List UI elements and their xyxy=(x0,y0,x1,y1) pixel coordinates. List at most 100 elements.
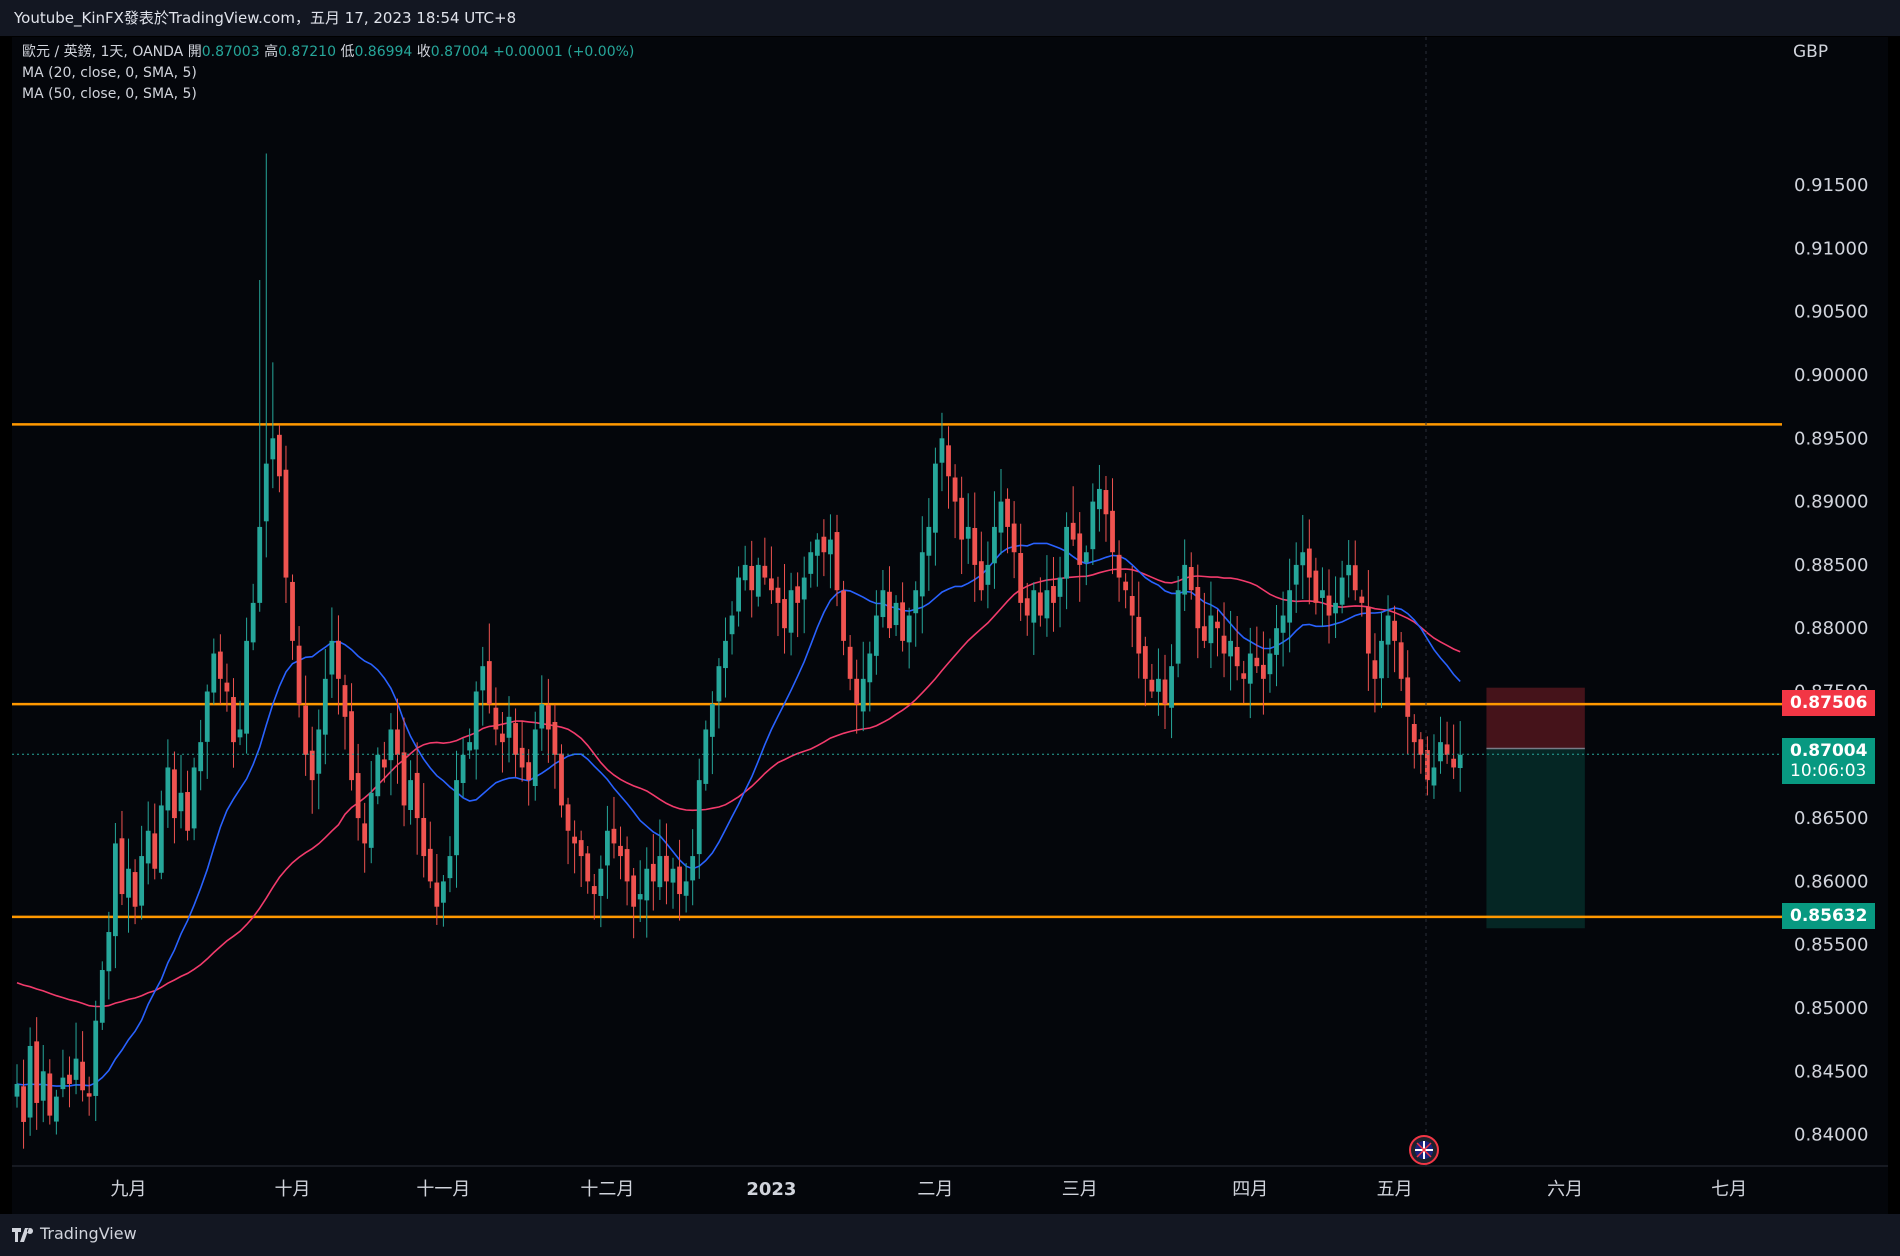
open-value: 0.87003 xyxy=(201,44,260,60)
y-tick-label: 0.90000 xyxy=(1794,365,1868,386)
candle-body xyxy=(329,640,335,675)
candle-body xyxy=(1300,552,1306,566)
legend-ma50[interactable]: MA (50, close, 0, SMA, 5) xyxy=(22,86,197,102)
candle-body xyxy=(605,830,610,866)
candle-body xyxy=(933,463,938,533)
candle-body xyxy=(224,682,230,692)
candle-body xyxy=(1444,744,1450,755)
stop-zone[interactable] xyxy=(1486,687,1585,749)
candle-body xyxy=(1379,640,1384,679)
candle-body xyxy=(375,754,381,797)
candle-body xyxy=(539,704,545,729)
candle-body xyxy=(257,526,263,603)
candles xyxy=(14,153,1463,1149)
y-tick-label: 0.86500 xyxy=(1794,808,1868,829)
candle-body xyxy=(1313,570,1319,603)
x-tick-label: 十一月 xyxy=(416,1179,470,1200)
candle-body xyxy=(47,1073,53,1116)
candle-body xyxy=(867,653,873,683)
candle-body xyxy=(808,552,814,574)
candle-body xyxy=(480,666,486,691)
candle-body xyxy=(585,853,591,882)
candle-body xyxy=(532,729,538,787)
candle-body xyxy=(152,833,158,869)
y-tick-label: 0.90500 xyxy=(1794,302,1868,323)
candle-body xyxy=(1398,642,1404,679)
legend-symbol[interactable]: 歐元 / 英鎊, 1天, OANDA xyxy=(22,44,184,60)
candle-body xyxy=(1457,754,1463,769)
candle-body xyxy=(388,729,394,761)
flag-icon[interactable] xyxy=(1409,1135,1439,1165)
open-label: 開 xyxy=(187,44,202,60)
y-tick-label: 0.91000 xyxy=(1794,238,1868,259)
candle-body xyxy=(755,564,761,597)
candle-body xyxy=(408,780,413,811)
candle-body xyxy=(900,602,905,641)
candle-body xyxy=(165,767,171,811)
candle-body xyxy=(893,602,899,626)
candle-body xyxy=(795,586,801,603)
candle-body xyxy=(801,577,807,600)
candle-body xyxy=(1044,590,1050,619)
candle-body xyxy=(1156,678,1161,692)
time-axis[interactable]: 九月 十月 十一月 十二月 2023 二月 三月 四月 五月 六月 七月 xyxy=(12,1165,1888,1200)
candle-body xyxy=(1024,598,1030,616)
candle-body xyxy=(1392,620,1397,641)
candle-body xyxy=(1254,657,1260,667)
candle-body xyxy=(40,1071,46,1101)
candle-body xyxy=(834,532,840,591)
low-value: 0.86994 xyxy=(354,44,413,60)
target-zone[interactable] xyxy=(1486,748,1585,929)
candle-body xyxy=(723,640,728,669)
candle-body xyxy=(828,539,833,555)
candle-body xyxy=(552,721,558,755)
candle-body xyxy=(1090,501,1096,550)
candle-body xyxy=(618,845,623,857)
candle-body xyxy=(1418,739,1424,755)
price-axis[interactable]: 0.84000 0.84500 0.85000 0.85500 0.86000 0.865… xyxy=(1782,37,1888,1166)
candle-body xyxy=(664,855,669,882)
position-tool[interactable] xyxy=(1486,687,1585,929)
candle-body xyxy=(729,615,735,635)
candle-body xyxy=(946,445,951,477)
candle-body xyxy=(959,497,965,540)
candle-body xyxy=(998,501,1004,533)
candle-body xyxy=(250,602,256,643)
high-label: 高 xyxy=(264,44,279,60)
low-label: 低 xyxy=(340,44,355,60)
candle-body xyxy=(1372,660,1378,679)
candle-body xyxy=(454,780,459,856)
tradingview-logo-icon xyxy=(12,1228,34,1242)
legend-ma20[interactable]: MA (20, close, 0, SMA, 5) xyxy=(22,65,197,81)
x-tick-label: 五月 xyxy=(1377,1179,1413,1200)
candle-body xyxy=(545,705,551,730)
candle-body xyxy=(93,1020,99,1096)
candle-body xyxy=(145,830,151,864)
candle-body xyxy=(572,836,577,844)
candle-body xyxy=(1051,586,1056,603)
candle-body xyxy=(880,590,886,618)
candle-body xyxy=(709,704,715,737)
ma20-line xyxy=(16,542,1461,1087)
x-tick-label: 七月 xyxy=(1711,1179,1747,1200)
candle-body xyxy=(841,590,846,641)
candle-body xyxy=(349,711,354,781)
candle-body xyxy=(172,769,177,819)
candle-body xyxy=(493,707,499,730)
candle-body xyxy=(1359,596,1365,603)
candle-body xyxy=(1169,666,1174,708)
header-title: Youtube_KinFX發表於TradingView.com，五月 17, 2… xyxy=(14,9,517,27)
candle-body xyxy=(1306,548,1312,578)
candle-body xyxy=(132,872,138,907)
footer-brand[interactable]: TradingView xyxy=(40,1224,137,1243)
close-value: 0.87004 xyxy=(430,44,489,60)
candle-body xyxy=(1333,602,1338,614)
y-tick-label: 0.85500 xyxy=(1794,935,1868,956)
y-tick-label: 0.89500 xyxy=(1794,428,1868,449)
x-tick-label: 二月 xyxy=(917,1179,953,1200)
currency-label[interactable]: GBP xyxy=(1793,42,1829,62)
horizontal-levels[interactable] xyxy=(12,423,1782,919)
candle-body xyxy=(1411,724,1417,743)
candle-body xyxy=(1339,577,1345,605)
